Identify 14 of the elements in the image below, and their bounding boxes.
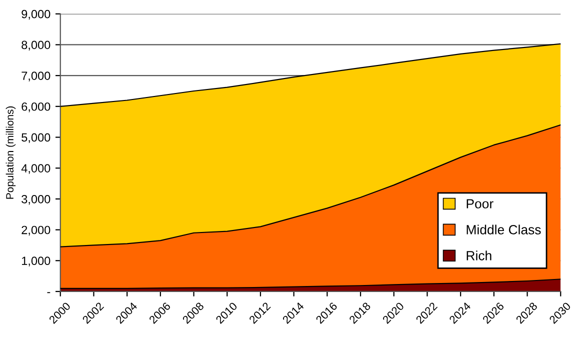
y-tick-label: 6,000 <box>22 102 50 112</box>
y-tick-label: 7,000 <box>22 72 50 82</box>
y-tick-label: - <box>47 292 50 294</box>
legend-label: Poor <box>466 199 494 208</box>
y-tick-label: 3,000 <box>22 194 50 205</box>
y-tick-label: 1,000 <box>22 256 50 266</box>
y-tick-label: 2,000 <box>22 226 50 236</box>
legend-label: Middle Class <box>466 224 541 234</box>
y-tick-label: 4,000 <box>21 164 50 174</box>
y-tick-label: 8,000 <box>22 40 50 51</box>
y-axis-title: Population (millions) <box>6 106 16 199</box>
y-tick-label: 5,000 <box>22 133 50 144</box>
y-tick-label: 9,000 <box>22 10 50 20</box>
legend-label: Rich <box>466 250 492 260</box>
